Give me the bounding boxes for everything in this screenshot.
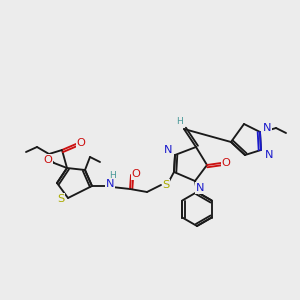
Text: S: S <box>57 194 64 204</box>
Text: H: H <box>177 118 183 127</box>
Text: N: N <box>263 123 271 133</box>
Text: N: N <box>164 145 172 155</box>
Text: N: N <box>265 150 273 160</box>
Text: N: N <box>106 179 114 189</box>
Text: O: O <box>132 169 140 179</box>
Text: O: O <box>44 155 52 165</box>
Text: O: O <box>222 158 230 168</box>
Text: H: H <box>110 172 116 181</box>
Text: O: O <box>76 138 85 148</box>
Text: N: N <box>196 183 204 193</box>
Text: S: S <box>162 180 169 190</box>
